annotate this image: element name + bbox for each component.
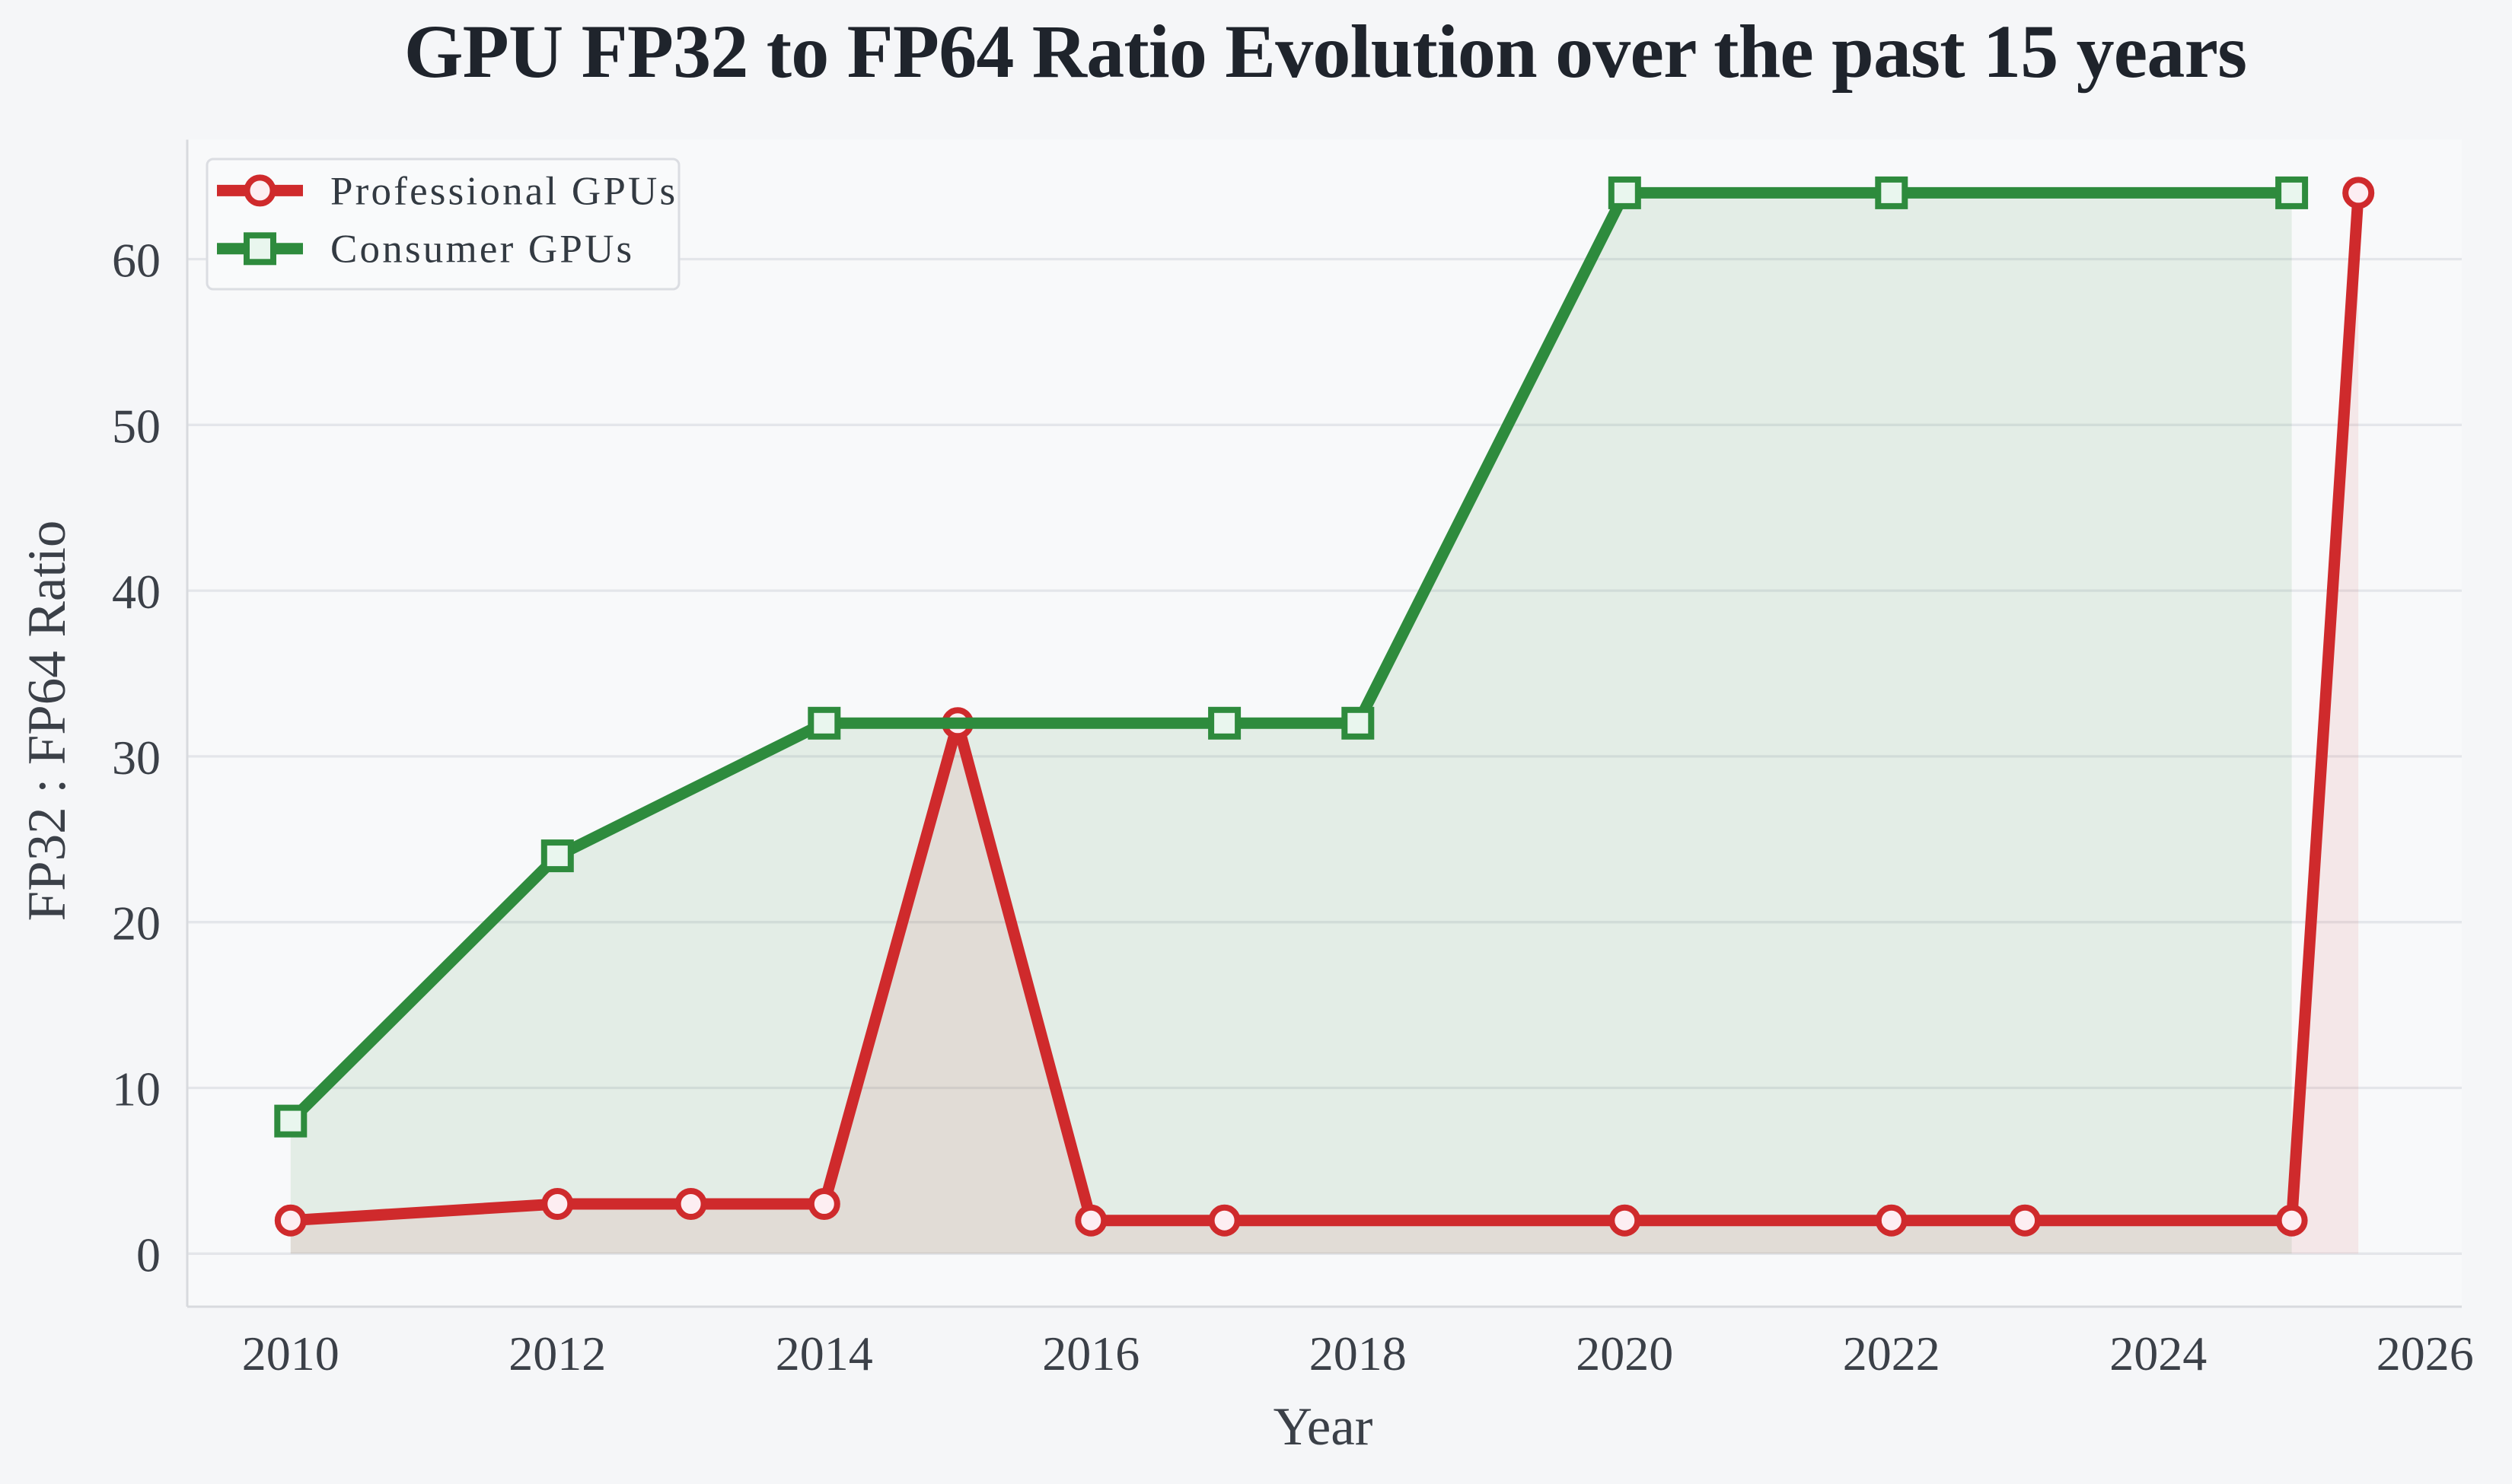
svg-text:2022: 2022: [1843, 1326, 1940, 1381]
svg-text:Consumer GPUs: Consumer GPUs: [330, 228, 634, 272]
svg-text:2026: 2026: [2377, 1326, 2474, 1381]
svg-text:Professional GPUs: Professional GPUs: [330, 169, 677, 213]
svg-text:FP32 : FP64 Ratio: FP32 : FP64 Ratio: [18, 521, 77, 922]
svg-text:40: 40: [112, 565, 161, 619]
svg-text:Year: Year: [1274, 1397, 1373, 1457]
svg-text:20: 20: [112, 896, 161, 951]
svg-text:2018: 2018: [1309, 1326, 1407, 1381]
svg-text:10: 10: [112, 1062, 161, 1116]
svg-text:0: 0: [136, 1228, 161, 1282]
svg-text:2012: 2012: [508, 1326, 606, 1381]
svg-text:2016: 2016: [1042, 1326, 1140, 1381]
svg-text:2020: 2020: [1576, 1326, 1673, 1381]
svg-text:GPU FP32 to FP64 Ratio Evoluti: GPU FP32 to FP64 Ratio Evolution over th…: [404, 9, 2247, 94]
svg-text:50: 50: [112, 399, 161, 453]
svg-text:2014: 2014: [776, 1326, 873, 1381]
svg-text:2010: 2010: [242, 1326, 340, 1381]
svg-text:60: 60: [112, 234, 161, 288]
svg-text:30: 30: [112, 731, 161, 785]
svg-text:2024: 2024: [2109, 1326, 2207, 1381]
